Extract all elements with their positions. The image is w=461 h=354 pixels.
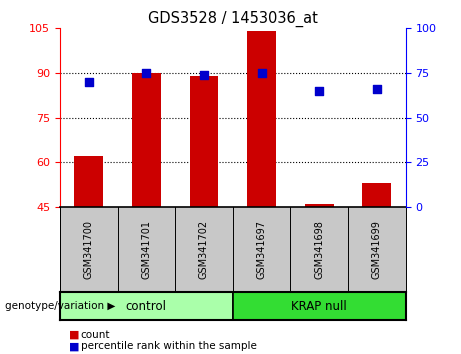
Text: ■: ■ [69, 341, 80, 351]
Text: genotype/variation ▶: genotype/variation ▶ [5, 301, 115, 311]
Text: GSM341700: GSM341700 [84, 220, 94, 279]
Bar [362, 183, 391, 207]
Text: GSM341697: GSM341697 [257, 220, 266, 279]
Bar [132, 73, 161, 207]
Bar [247, 31, 276, 207]
Bar [305, 204, 334, 207]
Text: GSM341701: GSM341701 [142, 220, 151, 279]
Point [85, 79, 92, 85]
Text: control: control [126, 300, 167, 313]
Bar [60, 292, 233, 320]
Bar [189, 76, 219, 207]
Text: ■: ■ [69, 330, 80, 339]
Point [200, 72, 207, 78]
Text: count: count [81, 330, 110, 339]
Point [258, 70, 266, 76]
Text: percentile rank within the sample: percentile rank within the sample [81, 341, 257, 351]
Text: KRAP null: KRAP null [291, 300, 347, 313]
Text: GSM341699: GSM341699 [372, 220, 382, 279]
Text: GSM341698: GSM341698 [314, 220, 324, 279]
Text: GSM341702: GSM341702 [199, 220, 209, 279]
Title: GDS3528 / 1453036_at: GDS3528 / 1453036_at [148, 11, 318, 27]
Point [315, 88, 323, 94]
Point [142, 70, 150, 76]
Bar [74, 156, 103, 207]
Bar [233, 292, 406, 320]
Point [373, 86, 381, 92]
